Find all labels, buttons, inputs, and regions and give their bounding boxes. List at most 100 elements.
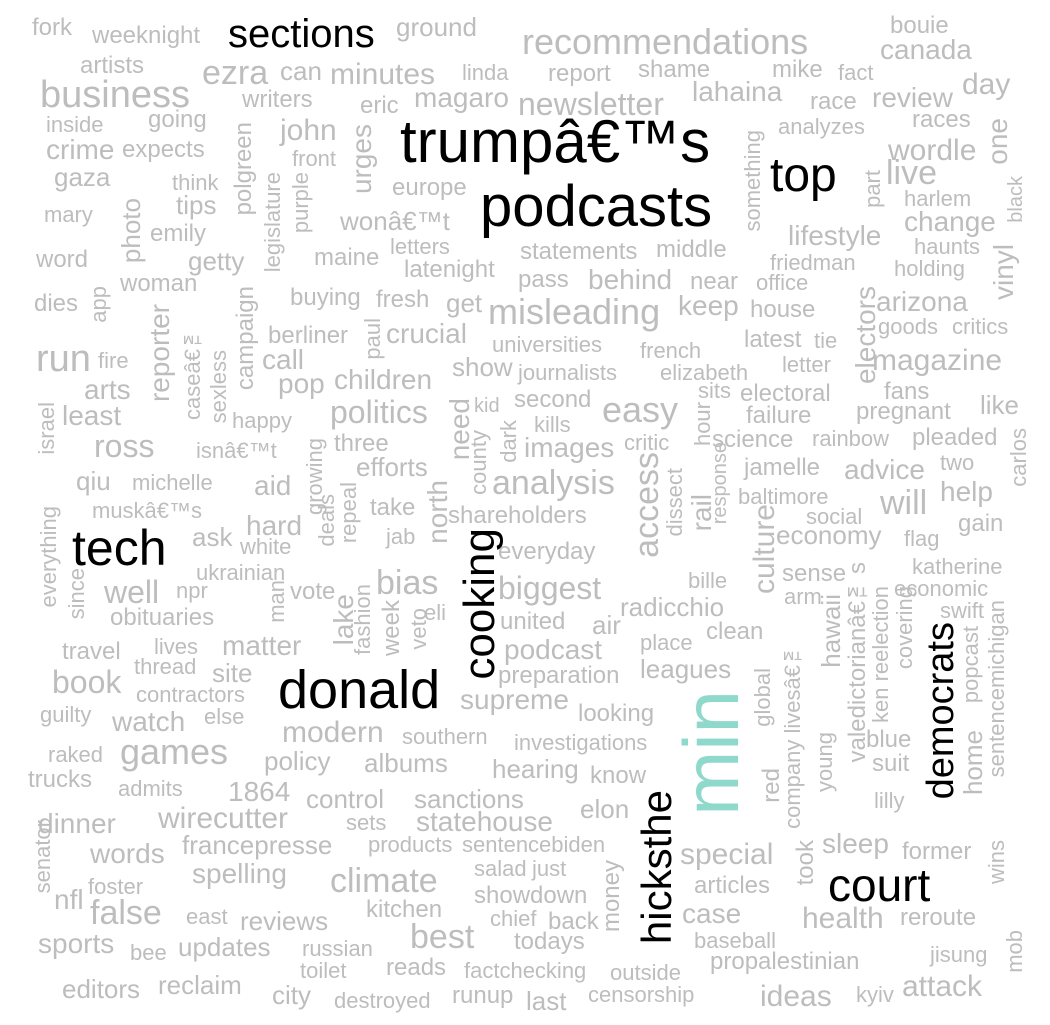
word-ideas: ideas [760,980,832,1013]
word-sense: sense [782,560,847,587]
word-linda: linda [462,60,509,85]
word-salad: salad [474,856,527,881]
word-canada: canada [880,34,972,65]
word-rainbow: rainbow [812,426,890,451]
word-toilet: toilet [300,958,347,983]
word-analysis: analysis [492,464,615,502]
word-sections: sections [228,12,375,56]
word-maine: maine [314,244,380,271]
word-control: control [306,784,385,814]
word-trucks: trucks [28,766,93,793]
word-travel: travel [62,638,121,665]
word-mob: mob [1002,930,1027,973]
word-near: near [690,268,739,295]
word-todays: todays [514,928,585,955]
word-hard: hard [246,510,303,541]
word-bille: bille [688,568,728,593]
word-court: court [828,859,931,911]
word-reclaim: reclaim [158,970,242,1000]
word-call: call [262,344,305,375]
word-games: games [120,731,229,772]
word-special: special [680,838,774,871]
word-business: business [40,74,190,116]
word-sanctions: sanctions [414,784,524,814]
word-artists: artists [80,52,145,79]
word-ezra: ezra [202,54,269,92]
word-report: report [548,60,611,87]
word-statements: statements [520,238,638,265]
word-gaza: gaza [54,162,111,192]
word-something: something [740,130,765,232]
word-crime: crime [46,134,115,165]
word-help: help [940,476,993,507]
word-attack: attack [902,970,983,1003]
word-factchecking: factchecking [464,958,587,983]
word-show: show [452,352,513,382]
word-black: black [1005,176,1027,223]
word-three: three [334,430,389,457]
word-propalestinian: propalestinian [710,948,860,975]
word-vinyl: vinyl [988,244,1019,301]
word-fans: fans [884,378,930,405]
word-dissect: dissect [662,468,687,537]
word-purple: purple [288,172,313,234]
word-friedman: friedman [770,250,856,275]
word-sets: sets [346,810,387,835]
word-reroute: reroute [900,904,977,931]
word-sleep: sleep [822,828,889,859]
word-john: john [280,114,337,147]
word-money: money [598,860,625,933]
word-mike: mike [772,56,823,83]
word-tie: tie [814,328,838,353]
word-updates: updates [178,932,271,962]
word-investigations: investigations [514,730,648,755]
word-since: since [64,568,89,620]
word-change: change [904,206,996,237]
word-censorship: censorship [588,982,695,1007]
word-misleading: misleading [488,291,661,332]
word-dinner: dinner [38,808,116,839]
word-critic: critic [624,430,670,455]
word-climate: climate [330,862,438,900]
word-economic: economic [894,576,989,601]
word-isnt: isnâ€™t [196,438,277,463]
word-everything: everything [36,506,61,608]
word-musks: muskâ€™s [92,498,203,523]
word-europe: europe [392,174,467,201]
word-eric: eric [360,92,399,119]
word-raked: raked [48,742,104,767]
word-looking: looking [578,700,655,727]
word-matter: matter [222,630,302,661]
word-writers: writers [242,86,313,113]
word-one: one [982,118,1013,165]
word-tech: tech [72,520,167,576]
word-office: office [756,270,809,295]
word-repeal: repeal [336,482,361,544]
word-popcast: popcast [958,626,983,704]
word-elizabeth: elizabeth [660,360,749,385]
word-fire: fire [98,348,129,373]
word-paul: paul [360,318,385,360]
word-well: well [104,574,160,610]
word-part: part [860,170,885,208]
word-francepresse: francepresse [182,830,333,860]
word-inside: inside [46,112,104,137]
word-clean: clean [706,618,764,645]
word-happy: happy [232,408,292,433]
word-ask: ask [192,522,233,552]
word-county: county [466,430,491,495]
word-watch: watch [112,706,186,737]
word-day: day [962,68,1011,101]
word-statehouse: statehouse [416,806,553,837]
word-albums: albums [364,748,448,778]
word-know: know [590,762,647,789]
word-ukrainian: ukrainian [196,560,286,585]
word-goods: goods [878,314,938,339]
word-kid: kid [474,395,500,417]
word-qiu: qiu [76,466,111,496]
word-emily: emily [150,220,207,247]
word-lahaina: lahaina [692,76,783,107]
word-radicchio: radicchio [620,592,725,622]
word-global: global [750,668,775,727]
